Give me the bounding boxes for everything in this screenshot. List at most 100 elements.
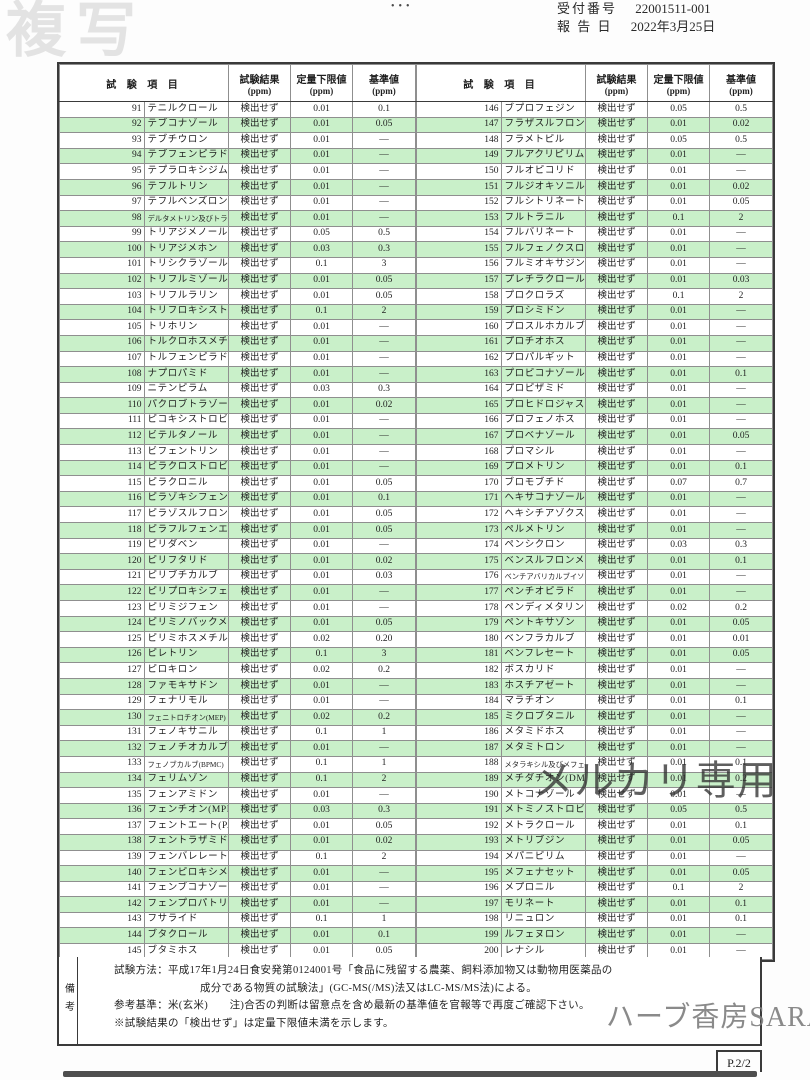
row-number: 166 xyxy=(416,412,502,430)
loq-value: 0.01 xyxy=(290,522,353,539)
table-row: 153 フルトラニル 検出せず 0.1 2 xyxy=(416,210,773,227)
column-header-loq-label: 定量下限値 xyxy=(653,74,704,86)
test-result: 検出せず xyxy=(585,522,648,539)
standard-value: — xyxy=(709,849,773,867)
column-header-loq-unit: (ppm) xyxy=(666,85,691,96)
test-result: 検出せず xyxy=(228,911,291,929)
table-row: 126 ピレトリン 検出せず 0.1 3 xyxy=(59,646,416,664)
column-header-result: 試験結果 (ppm) xyxy=(228,64,291,102)
test-result: 検出せず xyxy=(228,802,291,820)
loq-value: 0.01 xyxy=(290,506,353,524)
item-name: ピリミノバックメチル xyxy=(143,615,229,633)
table-row: 154 フルバリネート 検出せず 0.01— xyxy=(416,225,773,243)
item-name: フルシトリネート xyxy=(500,194,586,212)
loq-value: 0.01 xyxy=(290,475,353,492)
item-name: トルクロホスメチル xyxy=(143,334,229,352)
standard-value: 0.01 xyxy=(709,631,773,648)
item-name: フルアクリピリム xyxy=(500,147,586,165)
loq-value: 0.01 xyxy=(290,272,353,290)
standard-value: — xyxy=(709,724,773,742)
test-result: 検出せず xyxy=(585,490,648,508)
table-row: 175ベンスルフロンメチル検出せず0.010.1 xyxy=(416,553,773,570)
standard-value: 0.1 xyxy=(709,911,773,929)
table-row: 143 フサライド 検出せず 0.1 1 xyxy=(59,911,416,929)
loq-value: 0.01 xyxy=(647,693,710,711)
copy-watermark: 複写 xyxy=(6,0,146,64)
row-number: 149 xyxy=(416,147,502,165)
table-row: 160 プロスルホカルブ 検出せず 0.01— xyxy=(416,319,773,336)
loq-value: 0.01 xyxy=(290,288,353,305)
loq-value: 0.01 xyxy=(290,116,353,134)
loq-value: 0.01 xyxy=(647,522,710,539)
test-result: 検出せず xyxy=(585,553,648,570)
standard-value: — xyxy=(709,147,773,165)
row-number: 96 xyxy=(59,178,145,196)
loq-value: 0.01 xyxy=(290,865,353,882)
row-number: 142 xyxy=(59,896,145,913)
item-name: フェノブカルブ(BPMC) xyxy=(143,755,229,773)
item-name: プロベナゾール xyxy=(500,428,586,446)
row-number: 191 xyxy=(416,802,502,820)
column-header-standard-label: 基準値 xyxy=(369,74,399,86)
row-number: 171 xyxy=(416,490,502,508)
test-result: 検出せず xyxy=(585,927,648,945)
item-name: ベンフレセート xyxy=(500,646,586,664)
item-name: ベンチアバリカルブイソプロピル xyxy=(500,568,586,586)
item-name: フェノチオカルブ xyxy=(143,740,229,757)
standard-value: 0.02 xyxy=(709,178,773,196)
table-row: 104トリフロキシストロビン検出せず0.12 xyxy=(59,303,416,321)
table-row: 183 ホスチアゼート 検出せず 0.01— xyxy=(416,677,773,695)
row-number: 198 xyxy=(416,911,502,929)
test-result: 検出せず xyxy=(228,116,291,134)
column-header-standard-unit: (ppm) xyxy=(729,85,753,96)
item-name: テフルベンズロン xyxy=(143,194,229,212)
loq-value: 0.01 xyxy=(290,740,353,757)
loq-value: 0.1 xyxy=(647,288,710,305)
loq-value: 0.01 xyxy=(647,350,710,368)
standard-value: — xyxy=(352,210,416,227)
table-row: 107 トルフェンピラド 検出せず 0.01— xyxy=(59,350,416,368)
item-name: フルバリネート xyxy=(500,225,586,243)
table-row: 182 ボスカリド 検出せず 0.01— xyxy=(416,662,773,679)
loq-value: 0.02 xyxy=(647,600,710,617)
row-number: 193 xyxy=(416,833,502,851)
row-number: 94 xyxy=(59,147,145,165)
item-name: フェリムゾン xyxy=(143,771,229,789)
item-name: ホスチアゼート xyxy=(500,677,586,695)
item-name: フルミオキサジン xyxy=(500,256,586,274)
standard-value: 0.3 xyxy=(352,802,416,820)
item-name: フェノキサニル xyxy=(143,724,229,742)
test-result: 検出せず xyxy=(585,334,648,352)
standard-value: — xyxy=(352,740,416,757)
table-row: 111ピコキシストロビン検出せず0.01— xyxy=(59,412,416,430)
loq-value: 0.01 xyxy=(647,490,710,508)
standard-value: — xyxy=(709,163,773,180)
row-number: 172 xyxy=(416,506,502,524)
row-number: 167 xyxy=(416,428,502,446)
test-result: 検出せず xyxy=(228,163,291,180)
test-result: 検出せず xyxy=(585,677,648,695)
test-result: 検出せず xyxy=(585,225,648,243)
loq-value: 0.01 xyxy=(647,896,710,913)
column-header-loq-unit: (ppm) xyxy=(309,85,334,96)
item-name: プロピザミド xyxy=(500,381,586,399)
remarks-line: 参考基準：米(玄米) 注)合否の判断は留意点を含め最新の基準値を官報等で再度ご確… xyxy=(114,1000,590,1011)
loq-value: 0.01 xyxy=(647,927,710,945)
loq-value: 0.01 xyxy=(647,381,710,399)
standard-value: — xyxy=(709,522,773,539)
row-number: 118 xyxy=(59,522,145,539)
table-row: 159 プロシミドン 検出せず 0.01— xyxy=(416,303,773,321)
table-row: 161 プロチオホス 検出せず 0.01— xyxy=(416,334,773,352)
standard-value: 0.1 xyxy=(352,927,416,945)
test-result: 検出せず xyxy=(228,475,291,492)
standard-value: 0.1 xyxy=(709,459,773,477)
test-result: 検出せず xyxy=(228,350,291,368)
table-row: 198 リニュロン 検出せず 0.01 0.1 xyxy=(416,911,773,929)
table-row: 157 プレチラクロール 検出せず 0.01 0.03 xyxy=(416,272,773,290)
standard-value: 2 xyxy=(352,303,416,321)
row-number: 138 xyxy=(59,833,145,851)
row-number: 178 xyxy=(416,600,502,617)
row-number: 180 xyxy=(416,631,502,648)
test-result: 検出せず xyxy=(228,303,291,321)
item-name: プロクロラズ xyxy=(500,288,586,305)
